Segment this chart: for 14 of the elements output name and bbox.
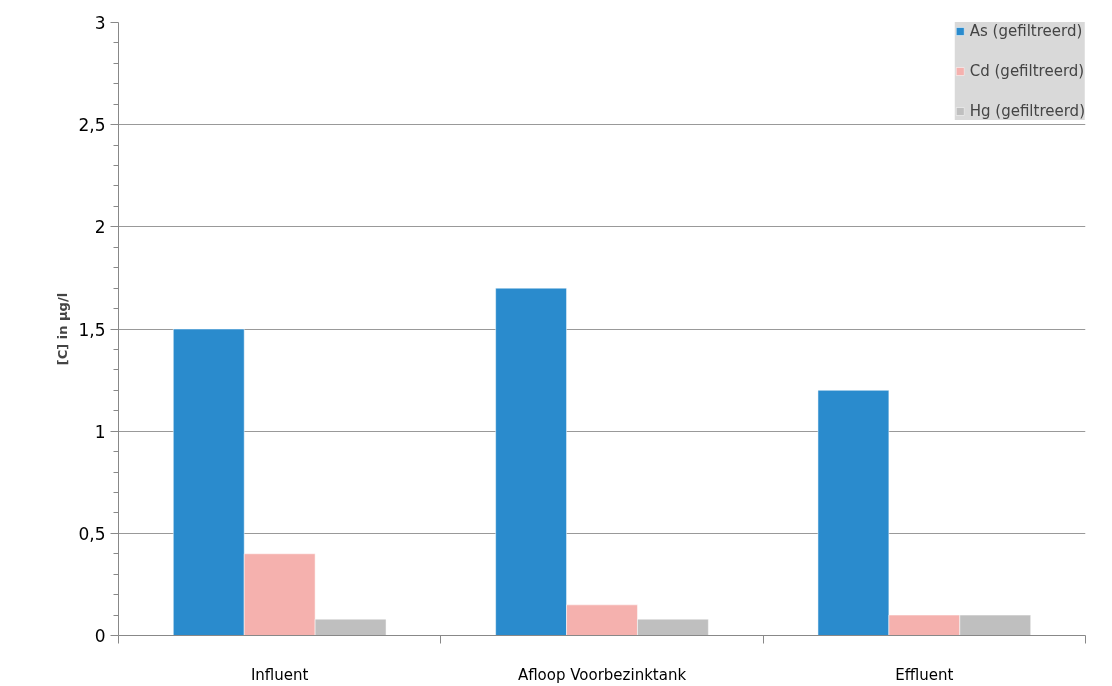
y-tick-label: 1 <box>94 421 106 442</box>
x-tick-label: Influent <box>250 665 309 684</box>
legend-label: Hg (gefiltreerd) <box>969 102 1085 120</box>
y-axis-title: [C] in µg/l <box>55 292 71 366</box>
y-tick-label: 2,5 <box>78 115 106 136</box>
y-tick-label: 0 <box>94 626 106 646</box>
legend-label: Cd (gefiltreerd) <box>969 62 1085 80</box>
legend-label: As (gefiltreerd) <box>969 22 1083 40</box>
y-tick-label: 1,5 <box>78 319 106 340</box>
y-tick-label: 0,5 <box>78 523 106 544</box>
x-tick-label: Afloop Voorbezinktank <box>517 665 687 684</box>
y-tick-label: 3 <box>94 13 106 33</box>
x-tick-label: Effluent <box>895 665 954 684</box>
y-tick-label: 2 <box>94 217 106 238</box>
